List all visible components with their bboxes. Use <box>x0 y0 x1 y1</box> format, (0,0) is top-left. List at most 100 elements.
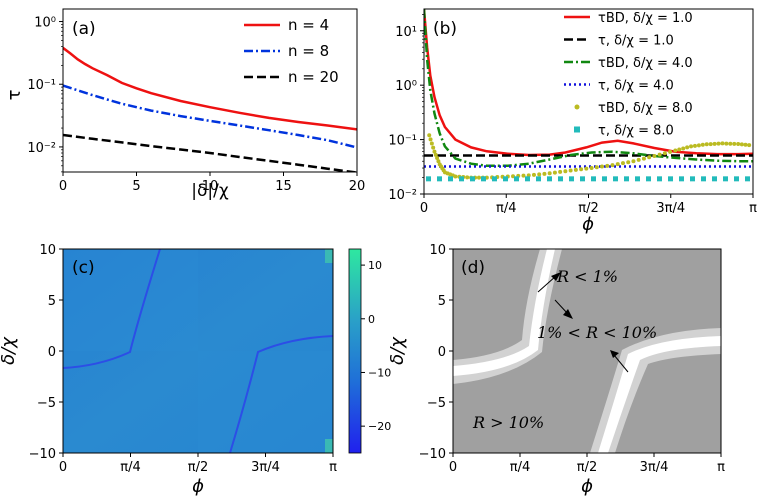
region-low-left <box>453 249 555 376</box>
series-4-point <box>531 172 536 177</box>
series-line-2 <box>424 9 753 168</box>
x-tick-label: π/4 <box>510 460 530 475</box>
series-4-point <box>605 163 610 168</box>
series-4-point <box>662 151 667 156</box>
series-5-point <box>679 176 684 182</box>
y-tick-label: 10⁻¹ <box>388 134 417 149</box>
series-4-point <box>579 167 584 172</box>
series-5-point <box>525 176 530 182</box>
y-tick-label: −10 <box>419 447 446 462</box>
x-tick-label: π/4 <box>496 201 516 216</box>
panel-c-xlabel: ϕ <box>192 476 204 497</box>
y-tick-label: 0 <box>48 345 56 360</box>
x-tick-label: 15 <box>275 179 292 194</box>
legend-label: τBD, δ/χ = 1.0 <box>598 11 693 26</box>
series-5-point <box>448 176 453 182</box>
series-4-point <box>521 173 526 178</box>
series-4-point <box>743 142 748 147</box>
panel-a-xlabel: |δ|/χ <box>191 181 229 201</box>
series-4-point <box>428 137 433 142</box>
series-5-point <box>668 176 673 182</box>
series-4-point <box>696 143 701 148</box>
panel-b-frame <box>423 8 754 195</box>
x-tick-label: π/2 <box>188 460 208 475</box>
series-4-point <box>716 141 721 146</box>
series-4-point <box>626 160 631 165</box>
series-5-point <box>503 176 508 182</box>
region-map: R < 1% 1% < R < 10% R > 10% <box>453 249 721 453</box>
series-4-point <box>739 142 744 147</box>
heatmap-minimum-line-right <box>229 335 333 453</box>
series-5-point <box>613 176 618 182</box>
y-tick-label: −10 <box>29 447 56 462</box>
x-tick-label: 20 <box>349 179 366 194</box>
series-4-point <box>589 166 594 171</box>
series-5-point <box>426 176 431 182</box>
series-4-point <box>465 175 470 180</box>
panel-b-legend: τBD, δ/χ = 1.0 τ, δ/χ = 1.0 τBD, δ/χ = 4.0… <box>564 11 693 139</box>
heatmap-patch <box>63 249 198 351</box>
x-tick-label: π/2 <box>577 460 597 475</box>
colorbar-tick-label: 0 <box>368 313 375 326</box>
series-5-point <box>558 176 563 182</box>
legend-label: n = 4 <box>288 16 329 34</box>
series-4-point <box>681 146 686 151</box>
x-tick-label: 3π/4 <box>640 460 669 475</box>
heatmap <box>63 249 333 453</box>
series-5-point <box>459 176 464 182</box>
series-5-point <box>437 176 442 182</box>
y-tick-label: 10⁻² <box>388 188 417 203</box>
panel-d-xlabel: ϕ <box>581 476 593 497</box>
legend-label: n = 20 <box>288 68 339 86</box>
series-4-point <box>657 152 662 157</box>
series-4-point <box>677 147 682 152</box>
annotation-arrow <box>613 354 629 373</box>
legend-label: τ, δ/χ = 4.0 <box>598 79 674 94</box>
series-4-point <box>736 141 741 146</box>
annotation-arrow <box>537 275 557 293</box>
panel-a-legend: n = 4 n = 8 n = 20 <box>244 16 339 86</box>
series-5-point <box>569 176 574 182</box>
panel-b: 0 π/4 π/2 3π/4 π 10⁻² 10⁻¹ 10⁰ 10¹ (b) ϕ τBD, δ/… <box>388 8 757 235</box>
x-tick-label: 5 <box>132 179 140 194</box>
heatmap-edge-patch <box>325 249 333 263</box>
region-low-right <box>598 336 721 453</box>
panel-d-ylabel: δ/χ <box>387 336 408 365</box>
series-line-2 <box>63 133 357 172</box>
series-4-point <box>594 165 599 170</box>
series-4-point <box>433 152 438 157</box>
series-5-point <box>602 176 607 182</box>
heatmap-patch <box>198 351 333 453</box>
series-4-point <box>700 142 705 147</box>
series-4-point <box>431 145 436 150</box>
series-line-1 <box>63 84 357 149</box>
series-line-0 <box>63 46 357 131</box>
colorbar-tick-label: 10 <box>368 259 382 272</box>
series-line-0 <box>424 9 753 157</box>
series-4-point <box>432 149 437 154</box>
series-5-point <box>745 176 750 182</box>
series-4-point <box>427 133 432 138</box>
series-4-point <box>689 144 694 149</box>
annotation-low: R < 1% <box>556 267 618 286</box>
y-tick-label: 5 <box>48 294 56 309</box>
annotation-mid: 1% < R < 10% <box>537 323 657 342</box>
series-4-point <box>685 145 690 150</box>
series-4-point <box>435 156 440 161</box>
heatmap-background <box>63 249 333 453</box>
annotation-arrowhead <box>610 350 619 358</box>
x-tick-label: π <box>717 460 725 475</box>
panel-d: R < 1% 1% < R < 10% R > 10% 0 π/4 π/2 3π/4 π… <box>387 243 725 497</box>
panel-a-label: (a) <box>72 19 96 39</box>
colorbar-ticks: −20 −10 0 10 <box>361 259 391 433</box>
legend-marker <box>574 104 580 110</box>
series-4-point <box>563 169 568 174</box>
x-tick-label: π <box>329 460 337 475</box>
legend-label: n = 8 <box>288 42 329 60</box>
y-tick-label: 10 <box>429 243 446 258</box>
legend-label: τ, δ/χ = 1.0 <box>598 34 674 49</box>
series-4-point <box>647 155 652 160</box>
colorbar <box>348 248 362 454</box>
y-tick-label: 0 <box>438 345 446 360</box>
